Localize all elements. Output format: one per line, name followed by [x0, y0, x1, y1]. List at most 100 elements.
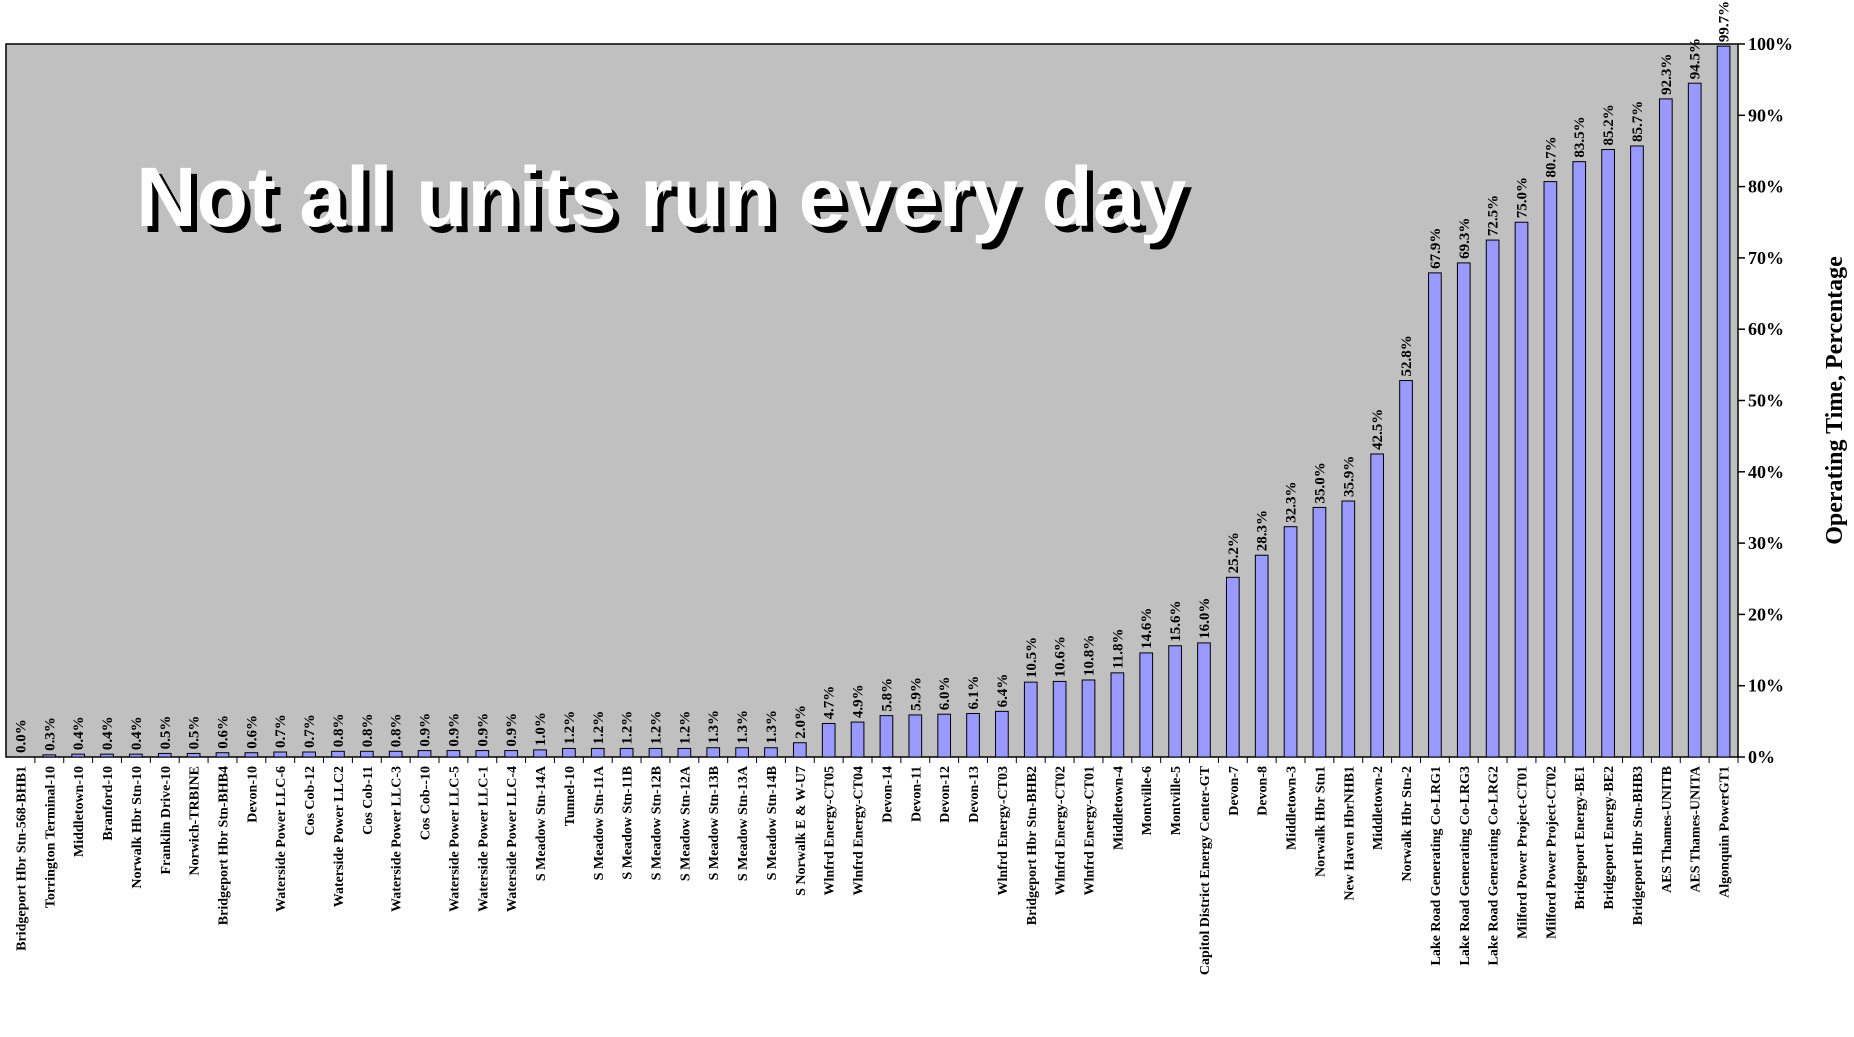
- bar: [590, 747, 605, 758]
- value-label: 0.5%: [187, 716, 203, 750]
- x-tick-label: Bridgeport Hbr Stn-BHB3: [1631, 766, 1646, 925]
- bar: [1399, 380, 1413, 758]
- value-label: 0.6%: [216, 715, 232, 749]
- value-label: 0.9%: [504, 713, 520, 747]
- value-label: 1.2%: [620, 711, 636, 745]
- bar: [1341, 500, 1356, 758]
- x-tick-label: Norwalk Hbr Stn1: [1313, 766, 1328, 877]
- x-tick-label: Waterside Power LLC-1: [476, 766, 491, 912]
- bar: [1658, 98, 1673, 758]
- x-tick-label: Lake Road Generating Co-LRG2: [1487, 766, 1502, 966]
- value-label: 0.6%: [244, 715, 260, 749]
- bar: [1110, 672, 1125, 758]
- x-tick-label: Middletown-2: [1371, 766, 1386, 850]
- x-tick-label: Torrington Terminal-10: [43, 766, 58, 908]
- value-label: 0.8%: [360, 714, 376, 748]
- y-axis-title: Operating Time, Percentage: [1822, 256, 1848, 545]
- bar: [1081, 679, 1096, 758]
- y-tick-label: 0%: [1748, 747, 1775, 767]
- bar: [1428, 272, 1442, 758]
- value-label: 52.8%: [1399, 335, 1415, 376]
- x-tick-label: Middletown-10: [72, 766, 87, 857]
- bar: [302, 751, 316, 758]
- bar: [562, 747, 576, 758]
- bar: [677, 747, 692, 758]
- value-label: 5.8%: [879, 678, 895, 712]
- x-tick-label: Middletown-3: [1285, 766, 1300, 850]
- bar: [215, 752, 230, 758]
- bar: [1139, 652, 1154, 758]
- x-tick-label: New Haven HbrNHB1: [1342, 766, 1357, 901]
- value-label: 10.8%: [1082, 635, 1098, 676]
- bar: [995, 710, 1009, 758]
- value-label: 14.6%: [1139, 608, 1155, 649]
- value-label: 0.0%: [13, 719, 29, 753]
- x-tick-label: Waterside Power LLC-5: [447, 766, 462, 912]
- x-tick-label: Devon-12: [938, 766, 953, 823]
- x-tick-label: Wlnfrd Energy-CT05: [823, 766, 838, 896]
- value-label: 35.9%: [1341, 456, 1357, 497]
- bar: [359, 750, 374, 758]
- bar: [1572, 161, 1587, 758]
- value-label: 75.0%: [1515, 177, 1531, 218]
- bar: [821, 722, 836, 758]
- value-label: 5.9%: [908, 677, 924, 711]
- bar: [1601, 149, 1615, 758]
- value-label: 85.7%: [1630, 101, 1646, 142]
- bar: [388, 750, 403, 758]
- value-label: 1.0%: [533, 712, 549, 746]
- y-tick-label: 30%: [1748, 533, 1784, 553]
- x-tick-label: Wlnfrd Energy-CT02: [1054, 766, 1069, 896]
- bar: [1254, 554, 1269, 758]
- bar: [475, 750, 490, 758]
- value-label: 16.0%: [1197, 598, 1213, 639]
- value-label: 85.2%: [1601, 104, 1617, 145]
- x-tick-label: Montville-6: [1140, 766, 1155, 835]
- x-tick-label: Milford Power Project-CT02: [1544, 766, 1559, 939]
- x-tick-label: Milford Power Project-CT01: [1516, 766, 1531, 939]
- bar: [1168, 645, 1182, 758]
- bar: [1225, 576, 1240, 758]
- value-label: 2.0%: [793, 705, 809, 739]
- bar: [1023, 681, 1038, 758]
- value-label: 92.3%: [1659, 54, 1675, 95]
- bar: [157, 752, 172, 758]
- value-label: 42.5%: [1370, 409, 1386, 450]
- bar: [42, 754, 57, 758]
- value-label: 83.5%: [1572, 116, 1588, 157]
- x-tick-label: S Meadow Stn-14A: [534, 765, 549, 881]
- value-label: 1.3%: [706, 710, 722, 744]
- x-tick-label: Wlnfrd Energy-CT03: [996, 766, 1011, 896]
- value-label: 10.6%: [1053, 636, 1069, 677]
- plot-area: [5, 43, 1739, 758]
- x-tick-label: S Meadow Stn-14B: [765, 766, 780, 880]
- x-tick-label: Middletown-4: [1111, 766, 1126, 850]
- value-label: 72.5%: [1486, 195, 1502, 236]
- x-tick-label: S Meadow Stn-13B: [707, 766, 722, 880]
- x-tick-label: Bridgeport Energy-BE2: [1602, 766, 1617, 910]
- bar: [1283, 526, 1298, 758]
- x-tick-label: Devon-14: [880, 766, 895, 823]
- x-tick-label: Norwalk Hbr Stn-2: [1400, 766, 1415, 882]
- bar: [1456, 262, 1471, 758]
- value-label: 80.7%: [1543, 136, 1559, 177]
- x-tick-label: Capitol District Energy Center-GT: [1198, 765, 1213, 975]
- value-label: 0.7%: [273, 714, 289, 748]
- bar: [879, 715, 894, 758]
- x-tick-label: Devon-11: [909, 766, 924, 822]
- bar: [619, 747, 634, 758]
- x-tick-label: Waterside Power LLC-6: [274, 766, 289, 912]
- x-tick-label: Cos Cob-12: [303, 766, 318, 836]
- bar: [735, 747, 749, 758]
- y-tick-label: 100%: [1748, 34, 1793, 54]
- value-label: 0.7%: [302, 714, 318, 748]
- y-tick-label: 40%: [1748, 462, 1784, 482]
- value-label: 28.3%: [1255, 510, 1271, 551]
- value-label: 1.3%: [735, 710, 751, 744]
- value-label: 0.4%: [129, 716, 145, 750]
- bar: [533, 749, 547, 758]
- x-tick-label: Bridgeport Hbr Stn-BHB4: [217, 766, 232, 925]
- value-label: 35.0%: [1312, 462, 1328, 503]
- bar: [1052, 680, 1067, 758]
- bar: [1514, 221, 1529, 758]
